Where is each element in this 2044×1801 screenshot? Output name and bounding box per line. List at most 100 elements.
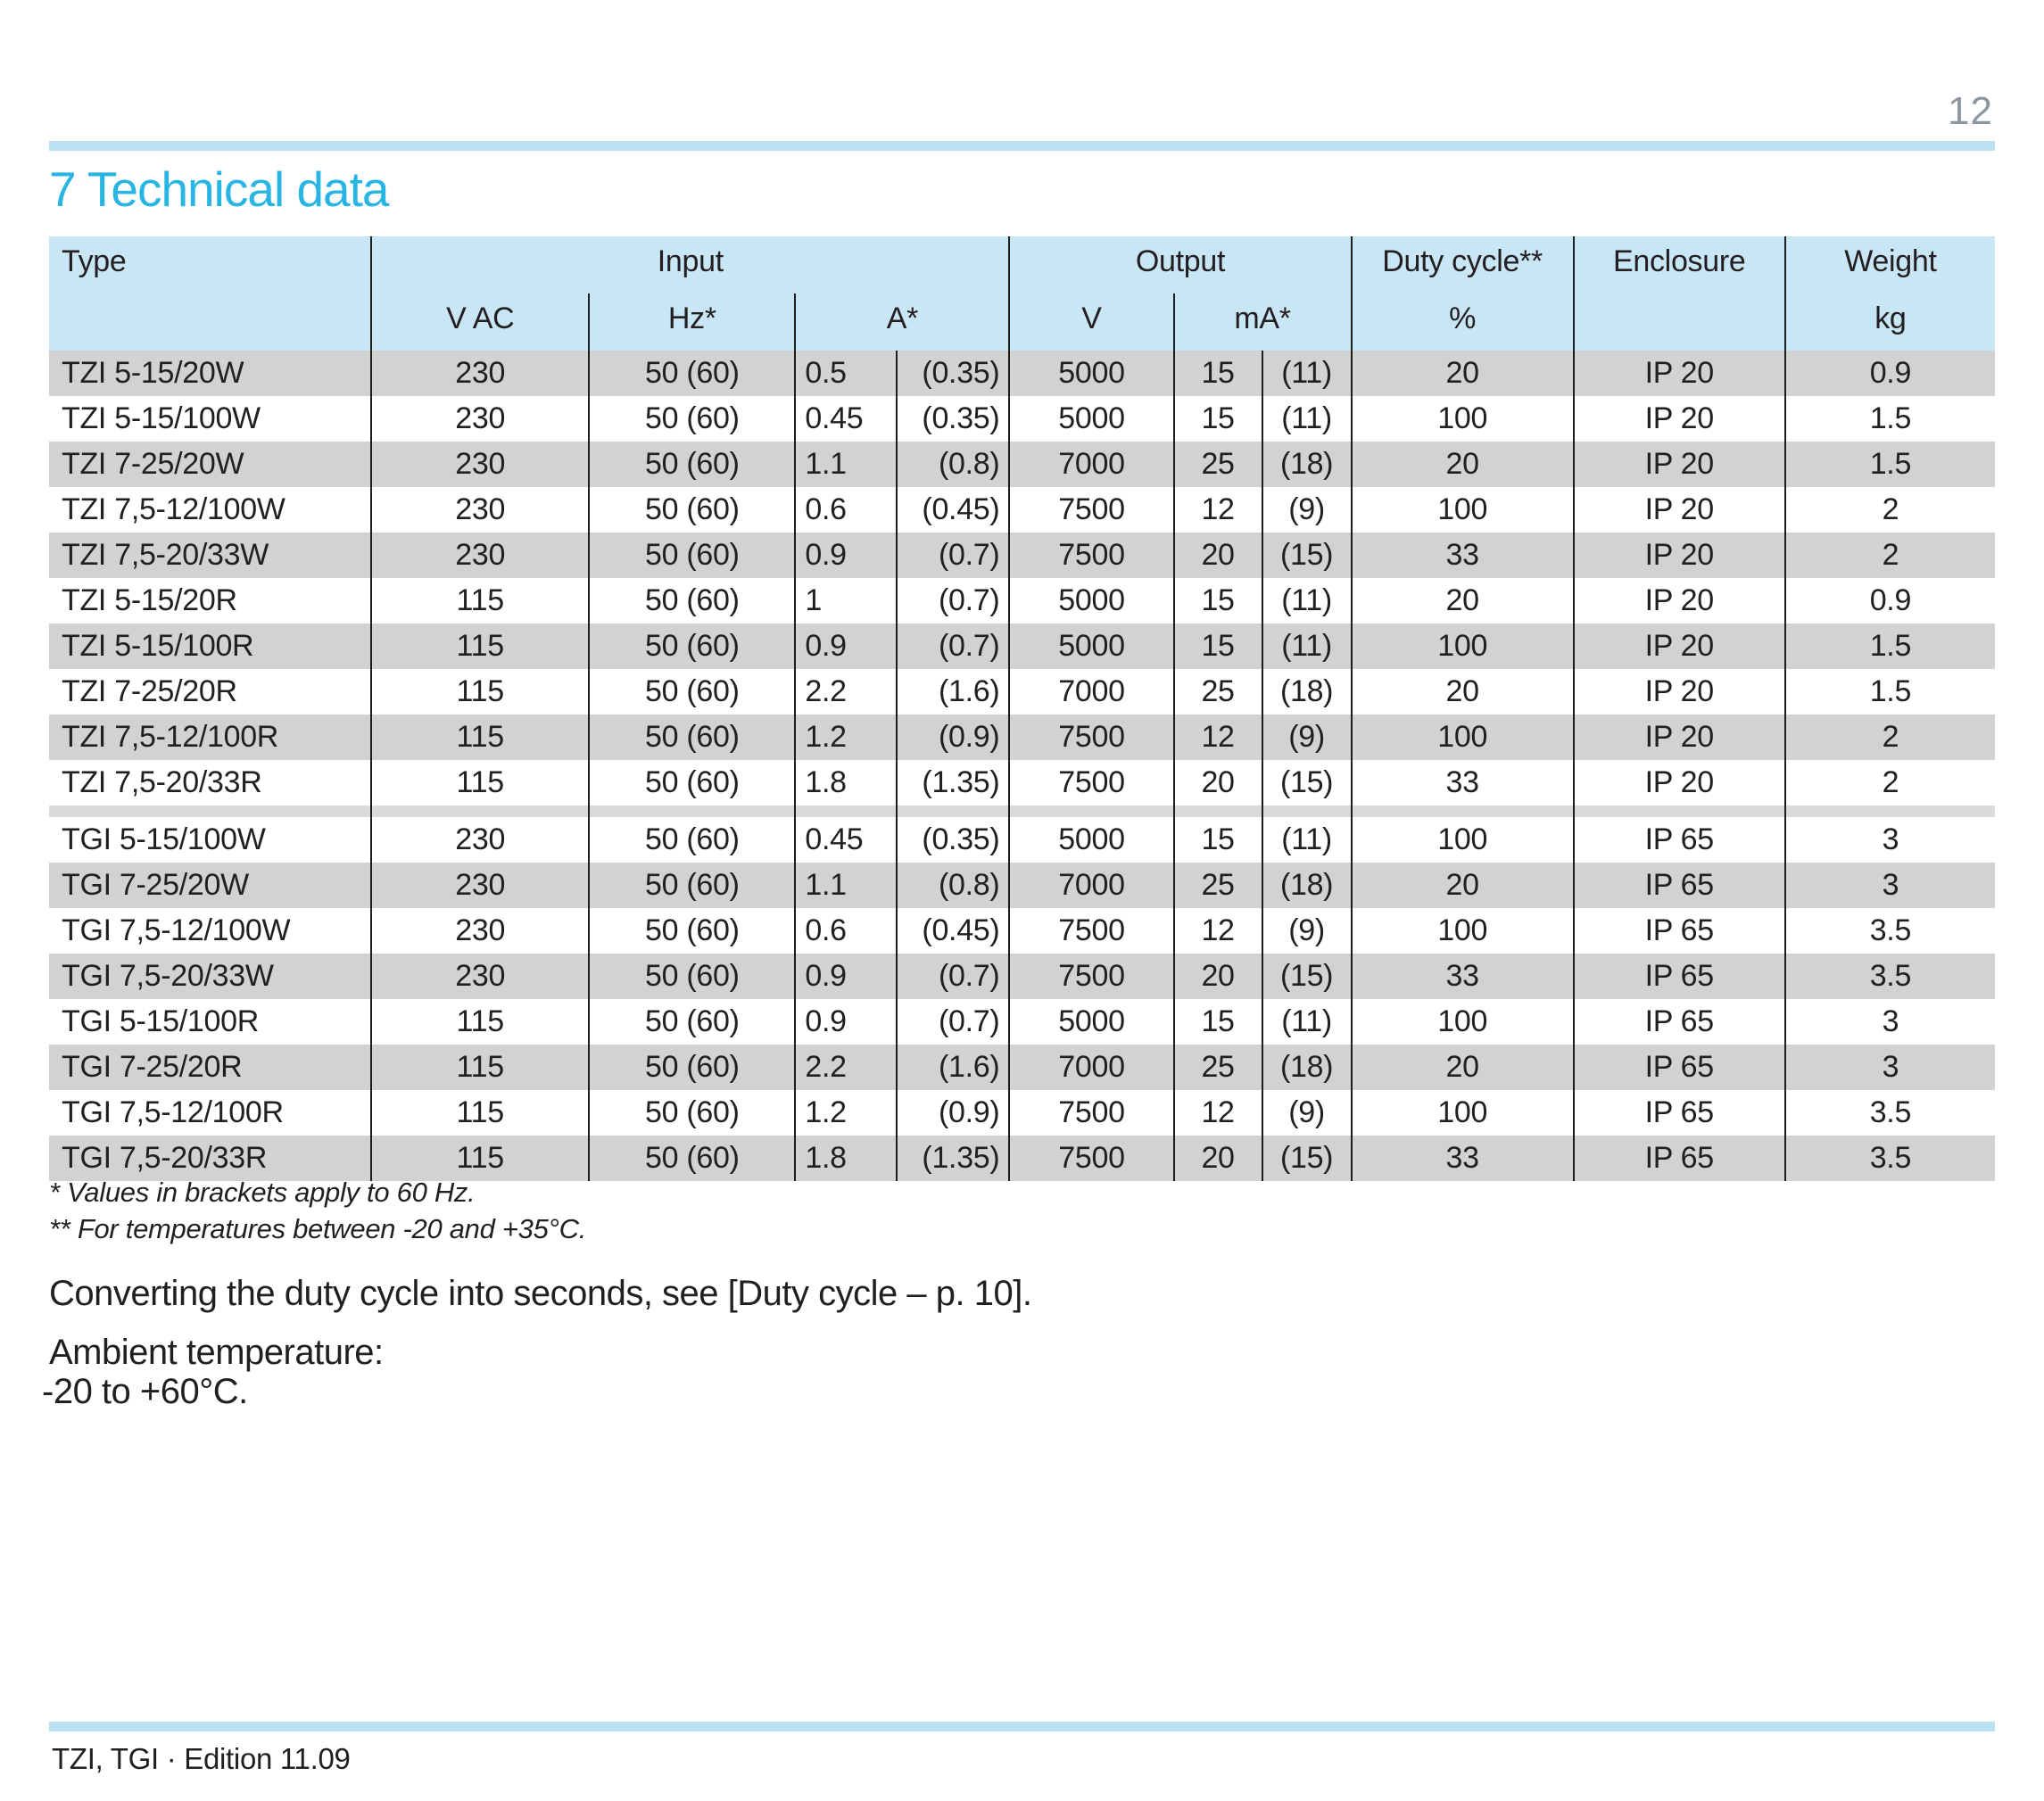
cell-a-bracket: (0.45) bbox=[896, 487, 1010, 533]
cell-a: 0.45 bbox=[794, 817, 898, 863]
group-separator-cell bbox=[1783, 805, 1995, 817]
group-separator-cell bbox=[1172, 805, 1262, 817]
cell-weight: 2 bbox=[1783, 487, 1995, 533]
header-enclosure: Enclosure bbox=[1572, 236, 1785, 351]
cell-v-ac: 115 bbox=[370, 999, 590, 1045]
group-separator-cell bbox=[1261, 805, 1352, 817]
cell-v: 7500 bbox=[1008, 715, 1174, 760]
header-row-groups: Type Input Output Duty cycle** Enclosure… bbox=[49, 236, 1995, 351]
cell-ma: 12 bbox=[1172, 487, 1262, 533]
header-output-group: Output bbox=[1008, 236, 1352, 293]
cell-weight: 1.5 bbox=[1783, 669, 1995, 715]
cell-hz: 50 (60) bbox=[588, 624, 796, 669]
cell-enclosure: IP 20 bbox=[1572, 760, 1785, 805]
table-row: TZI 5-15/100R 115 50 (60) 0.9 (0.7) 5000 15 (11… bbox=[49, 624, 1995, 669]
cell-ma: 12 bbox=[1172, 715, 1262, 760]
cell-a-bracket: (0.35) bbox=[896, 817, 1010, 863]
cell-enclosure: IP 20 bbox=[1572, 442, 1785, 487]
cell-weight: 0.9 bbox=[1783, 351, 1995, 396]
cell-a: 1.2 bbox=[794, 1090, 898, 1136]
header-weight: Weight bbox=[1783, 236, 1995, 293]
cell-ma: 25 bbox=[1172, 442, 1262, 487]
cell-hz: 50 (60) bbox=[588, 487, 796, 533]
cell-hz: 50 (60) bbox=[588, 578, 796, 624]
cell-type: TGI 7,5-20/33R bbox=[49, 1136, 372, 1181]
cell-enclosure: IP 65 bbox=[1572, 1045, 1785, 1090]
cell-ma: 20 bbox=[1172, 954, 1262, 999]
cell-a: 0.9 bbox=[794, 954, 898, 999]
footnote-temperature: ** For temperatures between -20 and +35°… bbox=[49, 1213, 587, 1244]
technical-data-table: Type Input Output Duty cycle** Enclosure… bbox=[49, 236, 1995, 1181]
group-separator bbox=[49, 805, 1995, 817]
cell-a-bracket: (0.7) bbox=[896, 999, 1010, 1045]
cell-hz: 50 (60) bbox=[588, 715, 796, 760]
cell-type: TZI 5-15/20R bbox=[49, 578, 372, 624]
cell-duty-cycle: 100 bbox=[1350, 817, 1574, 863]
group-separator-cell bbox=[370, 805, 590, 817]
cell-type: TGI 7,5-12/100W bbox=[49, 908, 372, 954]
cell-v-ac: 230 bbox=[370, 908, 590, 954]
cell-hz: 50 (60) bbox=[588, 954, 796, 999]
cell-duty-cycle: 20 bbox=[1350, 863, 1574, 908]
cell-v: 7000 bbox=[1008, 669, 1174, 715]
header-row-units: V AC Hz* A* V mA* % kg bbox=[49, 293, 1995, 351]
group-separator-cell bbox=[588, 805, 796, 817]
cell-ma-bracket: (18) bbox=[1261, 442, 1352, 487]
cell-v: 7500 bbox=[1008, 1136, 1174, 1181]
cell-v-ac: 230 bbox=[370, 863, 590, 908]
header-v: V bbox=[1008, 293, 1174, 351]
cell-ma: 25 bbox=[1172, 863, 1262, 908]
cell-ma-bracket: (15) bbox=[1261, 1136, 1352, 1181]
page-title: 7 Technical data bbox=[49, 161, 389, 217]
cell-type: TZI 5-15/20W bbox=[49, 351, 372, 396]
cell-v-ac: 115 bbox=[370, 624, 590, 669]
cell-v-ac: 115 bbox=[370, 578, 590, 624]
header-input-group: Input bbox=[370, 236, 1010, 293]
cell-ma-bracket: (9) bbox=[1261, 487, 1352, 533]
cell-ma-bracket: (11) bbox=[1261, 999, 1352, 1045]
cell-v: 5000 bbox=[1008, 396, 1174, 442]
cell-type: TGI 7,5-12/100R bbox=[49, 1090, 372, 1136]
cell-hz: 50 (60) bbox=[588, 999, 796, 1045]
cell-type: TZI 7,5-12/100W bbox=[49, 487, 372, 533]
duty-cycle-reference-text: Converting the duty cycle into seconds, … bbox=[49, 1274, 1032, 1313]
cell-a: 1.2 bbox=[794, 715, 898, 760]
cell-enclosure: IP 20 bbox=[1572, 533, 1785, 578]
cell-duty-cycle: 100 bbox=[1350, 908, 1574, 954]
footer-edition-text: TZI, TGI · Edition 11.09 bbox=[52, 1742, 351, 1775]
cell-v: 7500 bbox=[1008, 908, 1174, 954]
table-row: TZI 5-15/20W 230 50 (60) 0.5 (0.35) 5000 15 (11… bbox=[49, 351, 1995, 396]
cell-ma: 15 bbox=[1172, 351, 1262, 396]
cell-duty-cycle: 33 bbox=[1350, 1136, 1574, 1181]
cell-ma-bracket: (15) bbox=[1261, 954, 1352, 999]
cell-hz: 50 (60) bbox=[588, 817, 796, 863]
cell-enclosure: IP 65 bbox=[1572, 1136, 1785, 1181]
cell-hz: 50 (60) bbox=[588, 1045, 796, 1090]
cell-v: 7000 bbox=[1008, 442, 1174, 487]
cell-ma-bracket: (11) bbox=[1261, 624, 1352, 669]
cell-ma: 15 bbox=[1172, 578, 1262, 624]
cell-v-ac: 115 bbox=[370, 715, 590, 760]
cell-weight: 1.5 bbox=[1783, 442, 1995, 487]
cell-weight: 3 bbox=[1783, 1045, 1995, 1090]
cell-duty-cycle: 20 bbox=[1350, 1045, 1574, 1090]
cell-ma-bracket: (9) bbox=[1261, 715, 1352, 760]
cell-ma-bracket: (11) bbox=[1261, 817, 1352, 863]
cell-weight: 3.5 bbox=[1783, 1136, 1995, 1181]
ambient-temperature-range: -20 to +60°C. bbox=[42, 1372, 248, 1411]
cell-duty-cycle: 100 bbox=[1350, 999, 1574, 1045]
cell-enclosure: IP 20 bbox=[1572, 669, 1785, 715]
cell-v-ac: 115 bbox=[370, 1136, 590, 1181]
cell-v-ac: 230 bbox=[370, 351, 590, 396]
group-separator-cell bbox=[1350, 805, 1574, 817]
group-separator-cell bbox=[794, 805, 898, 817]
group-separator-cell bbox=[896, 805, 1010, 817]
cell-ma-bracket: (11) bbox=[1261, 578, 1352, 624]
cell-enclosure: IP 20 bbox=[1572, 578, 1785, 624]
cell-v: 7500 bbox=[1008, 954, 1174, 999]
cell-ma: 15 bbox=[1172, 817, 1262, 863]
table-row: TZI 5-15/20R 115 50 (60) 1 (0.7) 5000 15 (11) 20… bbox=[49, 578, 1995, 624]
cell-v: 5000 bbox=[1008, 999, 1174, 1045]
table-row: TGI 7,5-12/100W 230 50 (60) 0.6 (0.45) 7500 12… bbox=[49, 908, 1995, 954]
cell-a: 1.1 bbox=[794, 442, 898, 487]
